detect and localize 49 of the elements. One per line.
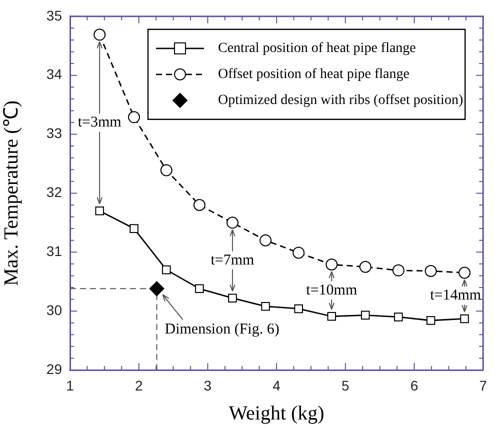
point: [359, 260, 372, 273]
annotation: t=10mm: [306, 282, 358, 298]
point: [458, 266, 471, 279]
point: [424, 264, 437, 277]
annotation: t=7mm: [210, 252, 255, 268]
y-tick-label: 33: [46, 125, 62, 142]
point: [162, 265, 171, 274]
x-tick-label: 3: [204, 377, 212, 394]
point: [394, 312, 403, 322]
point: [128, 111, 140, 124]
x-tick-label: 6: [410, 377, 418, 394]
point: [460, 314, 469, 324]
annotation: Dimension (Fig. 6): [164, 322, 280, 338]
point: [149, 281, 164, 296]
point: [226, 216, 238, 229]
point: [392, 264, 404, 276]
x-tick-label: 7: [479, 377, 488, 394]
annotation: t=14mm: [430, 288, 482, 304]
point: [195, 284, 204, 294]
x-tick-label: 5: [342, 377, 350, 394]
point: [360, 310, 370, 320]
point: [95, 206, 104, 216]
y-axis-title: Max. Temperature (℃): [0, 100, 22, 286]
point: [260, 234, 272, 246]
y-tick-label: 32: [46, 184, 62, 200]
y-tick-label: 29: [46, 360, 62, 377]
point: [130, 224, 138, 233]
annotation: t=3mm: [78, 114, 122, 131]
point: [294, 304, 303, 314]
y-tick-label: 30: [46, 302, 62, 318]
x-tick-label: 1: [66, 377, 74, 394]
point: [326, 258, 338, 271]
x-axis-title: Weight (kg): [228, 402, 324, 424]
point: [160, 164, 172, 176]
x-tick-label: 4: [272, 377, 281, 394]
point: [426, 316, 436, 325]
point: [292, 246, 305, 259]
point: [193, 198, 206, 211]
y-tick-label: 35: [46, 7, 62, 24]
legend-label: Optimized design with ribs (offset position): [218, 93, 464, 108]
point: [228, 294, 237, 302]
x-tick-label: 2: [134, 377, 143, 394]
point: [261, 302, 270, 311]
legend-label: Central position of heat pipe flange: [218, 41, 416, 56]
y-tick-label: 31: [46, 242, 62, 259]
legend-label: Offset position of heat pipe flange: [218, 67, 410, 82]
point: [94, 28, 106, 41]
point: [327, 312, 336, 321]
y-tick-label: 34: [46, 66, 62, 82]
